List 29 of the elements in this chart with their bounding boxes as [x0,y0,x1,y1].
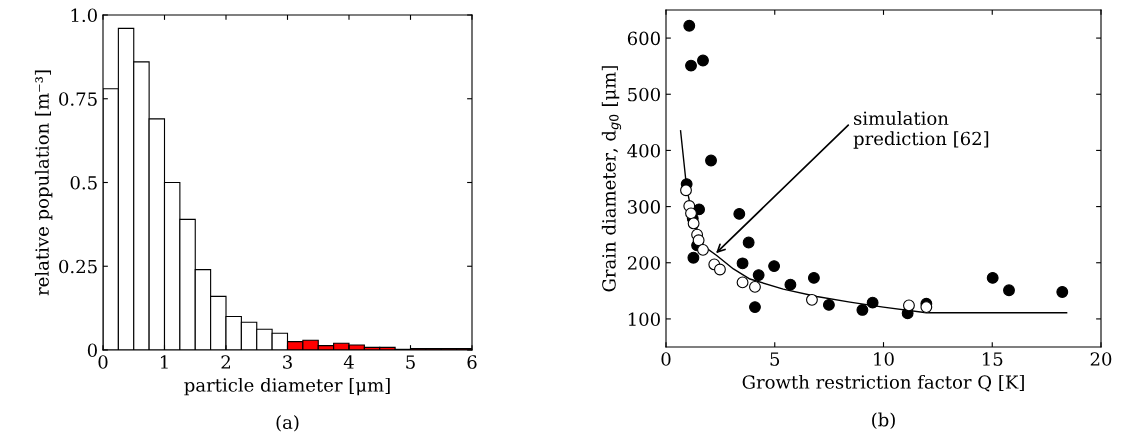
annotation: simulation prediction [62] [853,111,989,149]
x-tick-label: 4 [343,355,354,369]
y-axis-title: relative population [m⁻³] [34,70,53,296]
x-tick-label: 0 [661,352,671,366]
x-axis-title: Growth restriction factor Q [K] [742,374,1024,392]
y-tick-label: 400 [627,143,660,158]
x-tick-label: 0 [98,355,108,369]
x-tick-label: 20 [1090,352,1112,366]
x-tick-label: 15 [982,352,1003,366]
y-tick-label: 500 [628,87,660,102]
x-axis-title: particle diameter [μm] [184,377,390,396]
x-tick-label: 5 [406,355,415,369]
y-tick-label: 0.5 [70,175,97,190]
text: (a) [276,415,299,432]
y-tick-label: 0.25 [59,259,97,274]
y-axis-title: Grain diameter, d$_{g0}$ [μm] [601,66,622,292]
y-tick-label: 200 [627,256,660,270]
x-tick-label: 6 [467,355,477,369]
x-tick-label: 5 [770,352,780,366]
y-tick-label: 600 [627,31,660,46]
x-tick-label: 10 [874,352,894,366]
x-tick-label: 3 [283,355,292,369]
x-tick-label: 1 [160,355,168,369]
y-tick-label: 100 [628,312,660,327]
y-tick-label: 0.75 [59,92,97,106]
text: (b) [872,412,895,430]
y-tick-label: 1.0 [71,8,97,23]
y-tick-label: 300 [628,200,660,214]
x-tick-label: 2 [221,355,230,369]
